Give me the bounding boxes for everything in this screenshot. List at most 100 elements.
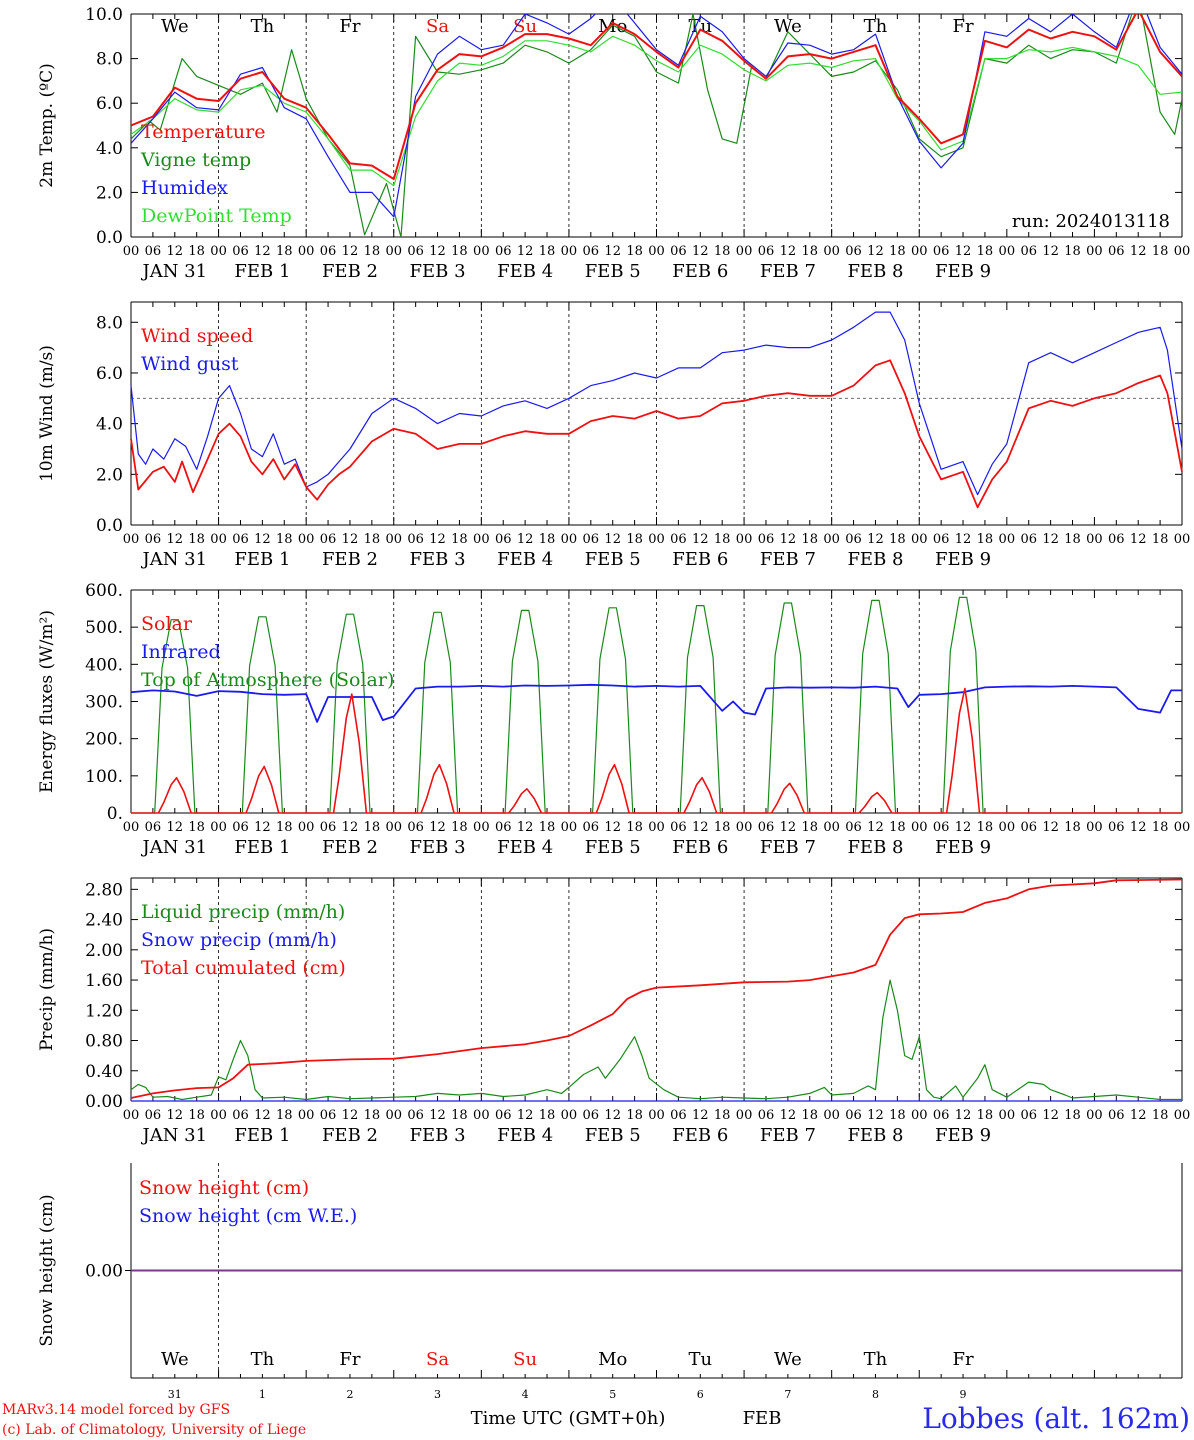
- hour-tick-label: 12: [780, 820, 797, 835]
- hour-tick-label: 18: [626, 1108, 643, 1123]
- date-label: FEB 4: [497, 1125, 553, 1146]
- legend-total-cumulated-cm: Total cumulated (cm): [141, 957, 346, 979]
- hour-tick-label: 18: [977, 820, 994, 835]
- hour-tick-label: 00: [210, 244, 227, 259]
- hour-tick-label: 06: [845, 244, 862, 259]
- hour-tick-label: 06: [1108, 1108, 1125, 1123]
- hour-tick-label: 00: [1086, 244, 1103, 259]
- date-label: FEB 4: [497, 261, 553, 282]
- hour-tick-label: 18: [276, 1108, 293, 1123]
- hour-tick-label: 00: [1174, 244, 1191, 259]
- hour-tick-label: 00: [999, 1108, 1016, 1123]
- y-tick-label: 0.00: [85, 1262, 123, 1282]
- date-label: JAN 31: [140, 1125, 207, 1146]
- hour-tick-label: 18: [539, 532, 556, 547]
- hour-tick-label: 06: [670, 820, 687, 835]
- hour-tick-label: 00: [473, 820, 490, 835]
- hour-tick-label: 18: [626, 820, 643, 835]
- hour-tick-label: 18: [626, 244, 643, 259]
- hour-tick-label: 18: [1064, 820, 1081, 835]
- hour-tick-label: 18: [1152, 820, 1169, 835]
- hour-tick-label: 12: [867, 532, 884, 547]
- hour-tick-label: 18: [1152, 532, 1169, 547]
- hour-tick-label: 00: [648, 532, 665, 547]
- hour-tick-label: 00: [385, 244, 402, 259]
- date-label: FEB 1: [234, 261, 290, 282]
- date-label: FEB 7: [760, 837, 816, 858]
- hour-tick-label: 06: [933, 820, 950, 835]
- hour-tick-label: 00: [1086, 532, 1103, 547]
- hour-tick-label: 12: [867, 1108, 884, 1123]
- hour-tick-label: 00: [210, 532, 227, 547]
- hour-tick-label: 18: [714, 244, 731, 259]
- hour-tick-label: 00: [1174, 820, 1191, 835]
- hour-tick-label: 12: [167, 244, 184, 259]
- hour-tick-label: 18: [714, 820, 731, 835]
- date-label: FEB 5: [585, 261, 641, 282]
- series-humidex: [131, 14, 1182, 218]
- date-label: JAN 31: [140, 261, 207, 282]
- hour-tick-label: 06: [933, 244, 950, 259]
- hour-tick-label: 06: [407, 244, 424, 259]
- legend-dewpoint-temp: DewPoint Temp: [141, 205, 292, 227]
- hour-tick-label: 12: [342, 820, 359, 835]
- date-label: FEB 3: [410, 1125, 466, 1146]
- hour-tick-label: 18: [364, 532, 381, 547]
- date-label: FEB 4: [497, 837, 553, 858]
- month-label: FEB: [743, 1408, 782, 1429]
- series-total-cumulated: [130, 878, 1183, 1099]
- weekday-label: Su: [513, 1349, 537, 1370]
- hour-tick-label: 00: [473, 532, 490, 547]
- weekday-label: We: [774, 16, 802, 37]
- legend-liquid-precip-mm-h: Liquid precip (mm/h): [141, 901, 345, 923]
- date-label: FEB 7: [760, 549, 816, 570]
- y-tick-label: 2.00: [85, 941, 123, 961]
- weekday-label: We: [774, 1349, 802, 1370]
- hour-tick-label: 12: [604, 820, 621, 835]
- legend-wind-gust: Wind gust: [141, 353, 239, 375]
- hour-tick-label: 00: [298, 1108, 315, 1123]
- hour-tick-label: 00: [911, 244, 928, 259]
- hour-tick-label: 00: [298, 244, 315, 259]
- hour-tick-label: 12: [1130, 532, 1147, 547]
- hour-tick-label: 18: [977, 244, 994, 259]
- y-axis-title: Snow height (cm): [37, 1194, 57, 1346]
- hour-tick-label: 06: [1020, 1108, 1037, 1123]
- date-label: FEB 2: [322, 549, 378, 570]
- y-tick-label: 1.60: [85, 971, 123, 991]
- hour-tick-label: 06: [320, 820, 337, 835]
- hour-tick-label: 12: [254, 532, 271, 547]
- y-tick-label: 200.: [85, 730, 123, 750]
- hour-tick-label: 00: [1086, 1108, 1103, 1123]
- date-label: FEB 8: [847, 549, 903, 570]
- hour-tick-label: 06: [495, 532, 512, 547]
- day-number-label: 2: [346, 1388, 353, 1401]
- hour-tick-label: 00: [736, 532, 753, 547]
- y-tick-label: 0.00: [85, 1092, 123, 1112]
- hour-tick-label: 00: [298, 820, 315, 835]
- time-axis-label: Time UTC (GMT+0h): [471, 1408, 666, 1429]
- hour-tick-label: 18: [364, 1108, 381, 1123]
- date-label: FEB 2: [322, 261, 378, 282]
- date-label: FEB 9: [935, 549, 991, 570]
- weekday-label: We: [161, 1349, 189, 1370]
- hour-tick-label: 06: [845, 1108, 862, 1123]
- hour-tick-label: 00: [823, 1108, 840, 1123]
- hour-tick-label: 00: [736, 1108, 753, 1123]
- hour-tick-label: 06: [758, 532, 775, 547]
- hour-tick-label: 18: [977, 1108, 994, 1123]
- hour-tick-label: 18: [714, 1108, 731, 1123]
- hour-tick-label: 00: [823, 532, 840, 547]
- y-tick-label: 10.0: [85, 5, 123, 25]
- y-tick-label: 6.0: [96, 364, 123, 384]
- hour-tick-label: 00: [911, 532, 928, 547]
- hour-tick-label: 12: [604, 244, 621, 259]
- date-label: FEB 6: [672, 549, 728, 570]
- temp-series: [131, 14, 1182, 237]
- hour-tick-label: 18: [1064, 244, 1081, 259]
- weekday-label: Sa: [426, 16, 449, 37]
- date-label: JAN 31: [140, 837, 207, 858]
- date-label: FEB 9: [935, 1125, 991, 1146]
- day-number-label: 8: [872, 1388, 879, 1401]
- hour-tick-label: 18: [276, 244, 293, 259]
